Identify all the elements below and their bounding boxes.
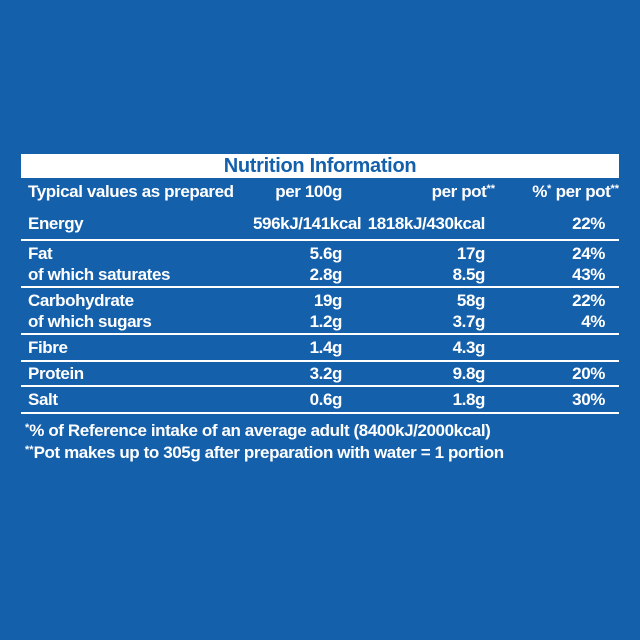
- value-pct: 20%: [572, 364, 605, 383]
- value-per-100g: 596kJ/141kcal: [253, 214, 362, 233]
- nutrient-label: Fibre: [28, 338, 68, 357]
- value-per-100g: 1.2g: [309, 312, 343, 331]
- nutrition-panel: Nutrition Information Typical values as …: [21, 154, 619, 465]
- table-header-row: Typical values as prepared per 100g per …: [21, 178, 619, 207]
- nutrient-label: Fat: [28, 244, 53, 263]
- nutrient-label: Carbohydrate: [28, 291, 134, 310]
- value-per-pot: 1.8g: [452, 390, 486, 409]
- table-row-carbohydrate: Carbohydrate 19g 58g 22%: [21, 290, 619, 311]
- header-per-pot: per pot**: [431, 182, 495, 201]
- table-row-saturates: of which saturates 2.8g 8.5g 43%: [21, 264, 619, 285]
- header-pct-per-pot: %* per pot**: [532, 182, 619, 201]
- value-pct: 4%: [581, 312, 605, 331]
- footnote-pot-preparation: **Pot makes up to 305g after preparation…: [25, 443, 504, 462]
- row-group-carbohydrate: Carbohydrate 19g 58g 22% of which sugars…: [21, 288, 619, 335]
- value-pct: 24%: [572, 244, 605, 263]
- row-group-fibre: Fibre 1.4g 4.3g: [21, 335, 619, 362]
- table-row-sugars: of which sugars 1.2g 3.7g 4%: [21, 311, 619, 332]
- value-pct: [485, 337, 619, 358]
- value-per-pot: 1818kJ/430kcal: [367, 214, 486, 233]
- value-per-pot: 17g: [456, 244, 485, 263]
- value-per-100g: 0.6g: [309, 390, 343, 409]
- value-per-pot: 8.5g: [452, 265, 486, 284]
- nutrient-label: Salt: [28, 390, 58, 409]
- table-row-salt: Salt 0.6g 1.8g 30%: [21, 389, 619, 410]
- value-pct: 43%: [572, 265, 605, 284]
- nutrient-label: Protein: [28, 364, 84, 383]
- footnotes: *% of Reference intake of an average adu…: [21, 421, 619, 465]
- value-per-100g: 5.6g: [309, 244, 343, 263]
- value-pct: 22%: [572, 291, 605, 310]
- row-group-protein: Protein 3.2g 9.8g 20%: [21, 362, 619, 387]
- per-pot-asterisks: **: [610, 183, 619, 195]
- per-pot-asterisks: **: [486, 183, 495, 195]
- value-per-100g: 2.8g: [309, 265, 343, 284]
- value-pct: 30%: [572, 390, 605, 409]
- footnote-reference-intake: *% of Reference intake of an average adu…: [25, 421, 491, 440]
- value-per-pot: 4.3g: [452, 338, 486, 357]
- row-group-fat: Fat 5.6g 17g 24% of which saturates 2.8g…: [21, 241, 619, 288]
- table-row-protein: Protein 3.2g 9.8g 20%: [21, 363, 619, 384]
- header-per-100g: per 100g: [275, 182, 342, 201]
- nutrient-sublabel: of which sugars: [28, 312, 152, 331]
- value-per-pot: 58g: [456, 291, 485, 310]
- table-row-energy: Energy 596kJ/141kcal 1818kJ/430kcal 22%: [21, 213, 619, 234]
- value-per-pot: 3.7g: [452, 312, 486, 331]
- table-row-fat: Fat 5.6g 17g 24%: [21, 243, 619, 264]
- nutrient-label: Energy: [28, 214, 84, 233]
- nutrition-title-bar: Nutrition Information: [21, 154, 619, 178]
- value-pct: 22%: [572, 214, 605, 233]
- value-per-pot: 9.8g: [452, 364, 486, 383]
- row-group-energy: Energy 596kJ/141kcal 1818kJ/430kcal 22%: [21, 207, 619, 241]
- pct-asterisk: *: [547, 183, 552, 195]
- table-row-fibre: Fibre 1.4g 4.3g: [21, 337, 619, 358]
- value-per-100g: 19g: [313, 291, 342, 310]
- double-asterisk: **: [25, 444, 34, 456]
- nutrient-sublabel: of which saturates: [28, 265, 171, 284]
- value-per-100g: 1.4g: [309, 338, 343, 357]
- nutrition-title: Nutrition Information: [223, 155, 417, 177]
- row-group-salt: Salt 0.6g 1.8g 30%: [21, 387, 619, 414]
- value-per-100g: 3.2g: [309, 364, 343, 383]
- header-typical-values: Typical values as prepared: [28, 182, 234, 201]
- asterisk: *: [25, 422, 30, 434]
